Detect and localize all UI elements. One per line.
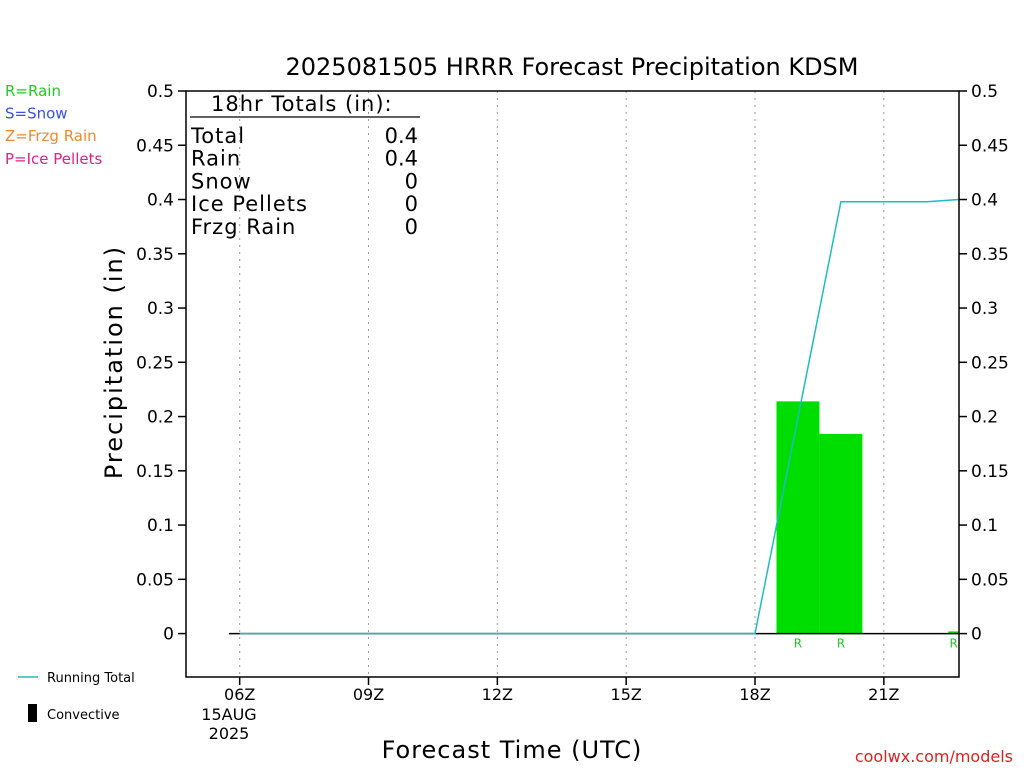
running-total-legend-label: Running Total [47,671,135,686]
bar-type-label-2: R [837,637,845,651]
precip-type-legend-item: Z=Frzg Rain [5,127,97,145]
y-tick-label-left: 0.4 [147,191,174,211]
date-label-line1: 15AUG [201,705,256,724]
totals-row-label: Ice Pellets [191,192,308,216]
totals-row-label: Rain [191,147,241,171]
precip-type-legend-item: P=Ice Pellets [5,150,102,168]
x-tick-label: 15Z [611,685,642,704]
rain-bars [776,401,959,634]
convective-legend-swatch [28,704,37,722]
y-axis-left: 0 0.05 0.1 0.15 0.2 0.25 0.3 0.35 0.4 0.45 0.5 [136,82,186,645]
x-tick-label: 09Z [353,685,384,704]
x-axis-label: Forecast Time (UTC) [382,736,643,764]
y-tick-label-left: 0 [163,625,174,645]
date-label-line2: 2025 [209,724,250,743]
y-tick-label-left: 0.2 [147,408,174,428]
totals-box: 18hr Totals (in): Total 0.4 Rain 0.4 Snow 0 Ice… [190,92,420,239]
x-tick-label: 21Z [868,685,899,704]
y-tick-label-right: 0.1 [971,516,998,536]
precip-type-legend-item: S=Snow [5,105,68,123]
credit-text: coolwx.com/models [855,747,1013,766]
y-tick-label-right: 0.2 [971,408,998,428]
convective-legend-label: Convective [47,708,120,723]
bar-type-label-1: R [794,637,802,651]
y-tick-label-left: 0.1 [147,516,174,536]
y-tick-label-right: 0.35 [971,245,1009,265]
y-tick-label-right: 0.4 [971,191,998,211]
y-tick-label-left: 0.25 [136,353,174,373]
x-axis: 06Z 09Z 12Z 15Z 18Z 21Z [224,677,900,704]
x-tick-label: 06Z [224,685,255,704]
y-tick-label-right: 0.05 [971,570,1009,590]
y-tick-label-left: 0.35 [136,245,174,265]
y-axis-right: 0 0.05 0.1 0.15 0.2 0.25 0.3 0.35 0.4 0.45 0.5 [959,82,1009,645]
y-tick-label-left: 0.15 [136,462,174,482]
y-tick-label-right: 0 [971,625,982,645]
totals-row-value: 0 [405,192,418,216]
totals-row-value: 0.4 [385,124,418,148]
x-tick-label: 12Z [482,685,513,704]
y-tick-label-left: 0.05 [136,570,174,590]
totals-row-label: Snow [191,169,252,193]
y-tick-label-left: 0.45 [136,136,174,156]
rain-bar-2 [819,433,863,634]
series-legend: Running Total Convective [18,671,135,723]
y-tick-label-left: 0.5 [147,82,174,102]
totals-row-value: 0 [405,215,418,239]
rain-bar-3 [948,631,959,634]
precip-type-legend-item: R=Rain [5,82,61,100]
totals-row-label: Total [190,124,245,148]
chart-title: 2025081505 HRRR Forecast Precipitation K… [285,53,858,81]
bar-type-label-3: R [949,637,957,651]
totals-row-value: 0.4 [385,147,418,171]
y-tick-label-right: 0.25 [971,353,1009,373]
rain-bar-1 [776,401,820,634]
y-tick-label-right: 0.45 [971,136,1009,156]
x-tick-label: 18Z [739,685,770,704]
y-tick-label-left: 0.3 [147,299,174,319]
y-tick-label-right: 0.15 [971,462,1009,482]
totals-row-value: 0 [405,169,418,193]
y-tick-label-right: 0.5 [971,82,998,102]
running-total-line [239,198,960,635]
y-axis-label: Precipitation (in) [100,245,128,479]
precip-type-legend: R=Rain S=Snow Z=Frzg Rain P=Ice Pellets [5,82,102,168]
plot-frame [185,90,960,678]
totals-row-label: Frzg Rain [191,215,296,239]
y-tick-label-right: 0.3 [971,299,998,319]
totals-heading: 18hr Totals (in): [211,92,393,116]
